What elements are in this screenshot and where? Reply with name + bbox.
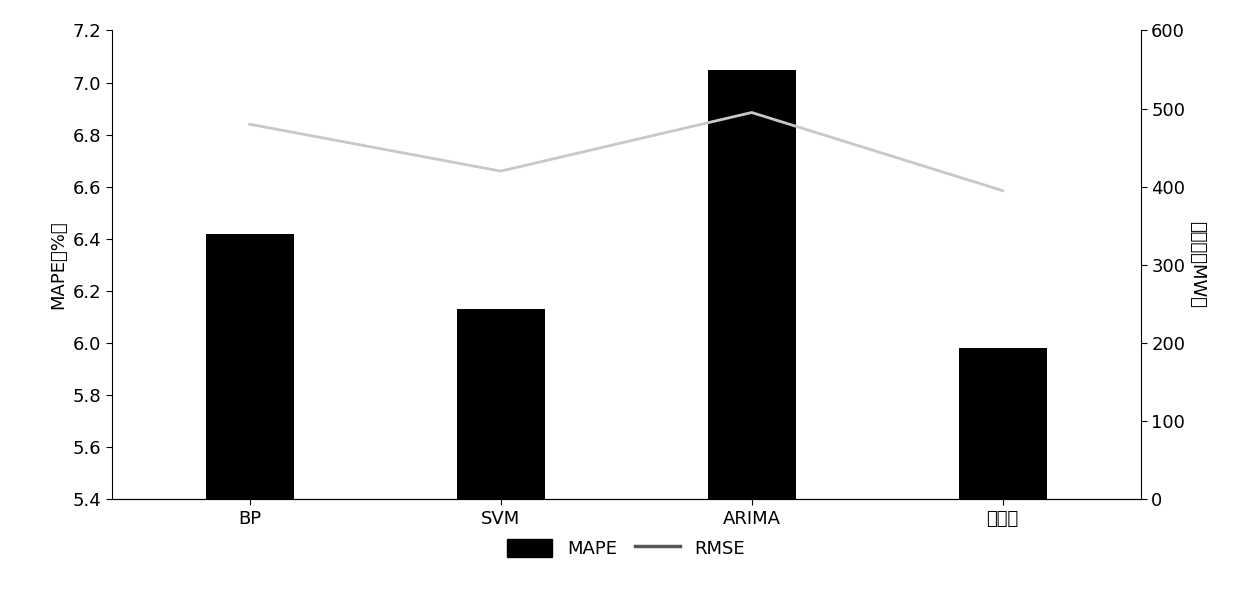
Legend: MAPE, RMSE: MAPE, RMSE (500, 532, 753, 565)
Y-axis label: MAPE（%）: MAPE（%） (48, 220, 67, 309)
Bar (456, 309, 544, 499)
Bar (708, 69, 796, 499)
Bar (206, 234, 294, 499)
Y-axis label: 均方差（MW）: 均方差（MW） (1188, 222, 1207, 308)
Bar (959, 348, 1047, 499)
